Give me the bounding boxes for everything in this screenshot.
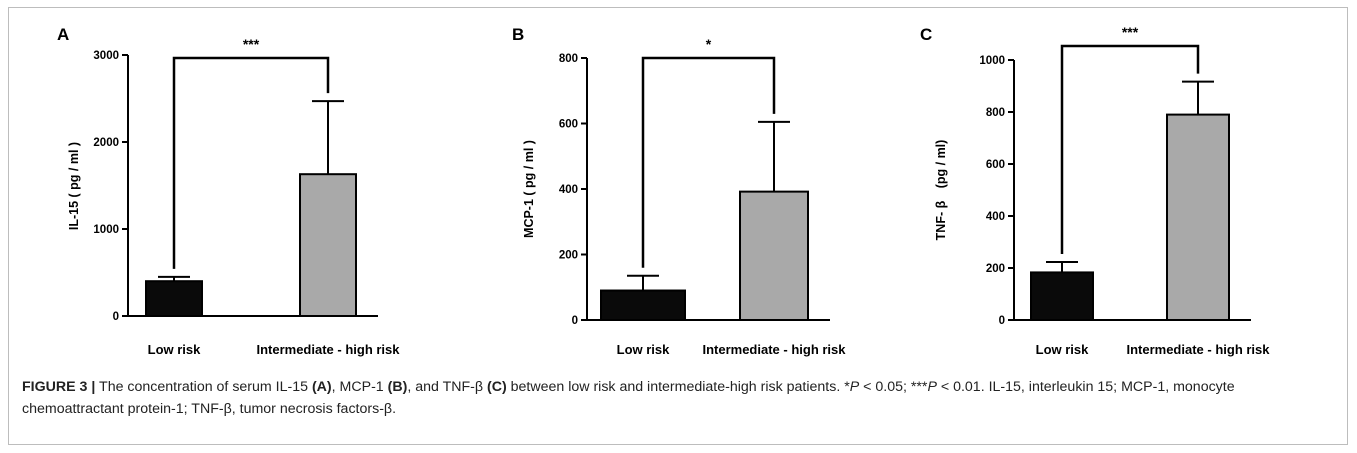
caption-segment: between low risk and intermediate-high r… (506, 379, 850, 395)
y-tick-label: 1000 (979, 55, 1005, 67)
bar-low-risk (600, 289, 686, 321)
significance-bracket (172, 56, 330, 269)
caption-segment: , and TNF-β (407, 379, 487, 395)
y-tick-label: 200 (559, 250, 578, 262)
y-axis-label: IL-15 ( pg / ml ) (67, 142, 81, 230)
panel-letter: B (512, 25, 524, 44)
figure-frame (8, 7, 1348, 445)
significance-bracket (1060, 44, 1200, 255)
x-tick-label: Low risk (148, 342, 202, 357)
caption-segment: , MCP-1 (331, 379, 388, 395)
x-tick-label: Intermediate - high risk (256, 342, 400, 357)
significance-bracket (641, 56, 776, 268)
y-tick-label: 1000 (93, 224, 119, 236)
y-tick-label: 2000 (93, 137, 119, 149)
y-tick-label: 0 (999, 315, 1005, 327)
y-tick-label: 600 (986, 159, 1005, 171)
bar-intermediate-high-risk (1166, 113, 1230, 321)
y-tick-label: 600 (559, 119, 578, 131)
x-tick-label: Low risk (617, 342, 671, 357)
y-tick-label: 0 (572, 315, 578, 327)
significance-marker: *** (243, 36, 260, 52)
caption-segment: The concentration of serum IL-15 (95, 379, 312, 395)
caption-label: FIGURE 3 | (22, 379, 96, 395)
y-tick-label: 200 (986, 263, 1005, 275)
bar-low-risk (1030, 271, 1094, 322)
y-axis-label: TNF- β (pg / ml) (934, 140, 948, 241)
caption-segment: (C) (486, 379, 507, 395)
y-axis-label: MCP-1 ( pg / ml ) (522, 140, 536, 238)
significance-marker: *** (1122, 24, 1139, 40)
panel-letter: A (57, 25, 69, 44)
y-tick-label: 800 (986, 107, 1005, 119)
x-tick-label: Intermediate - high risk (702, 342, 846, 357)
panel-letter: C (920, 25, 932, 44)
figure-caption: FIGURE 3 | The concentration of serum IL… (22, 376, 1334, 420)
x-tick-label: Low risk (1036, 342, 1090, 357)
x-tick-label: Intermediate - high risk (1126, 342, 1270, 357)
bar-intermediate-high-risk (739, 190, 809, 321)
bar-low-risk (145, 280, 203, 318)
caption-segment: (B) (387, 379, 408, 395)
caption-body: The concentration of serum IL-15 (A), MC… (22, 379, 1235, 417)
y-tick-label: 400 (559, 184, 578, 196)
caption-segment: (A) (311, 379, 332, 395)
y-tick-label: 800 (559, 53, 578, 65)
y-tick-label: 0 (113, 311, 119, 323)
significance-marker: * (706, 36, 712, 52)
caption-segment: P (927, 379, 937, 395)
y-tick-label: 400 (986, 211, 1005, 223)
caption-segment: < 0.05; *** (859, 379, 928, 395)
caption-segment: < 0.01. IL-15, interleukin 15; MCP-1, mo… (22, 379, 1235, 417)
caption-segment: P (849, 379, 860, 395)
bar-intermediate-high-risk (299, 173, 357, 317)
y-tick-label: 3000 (93, 50, 119, 62)
